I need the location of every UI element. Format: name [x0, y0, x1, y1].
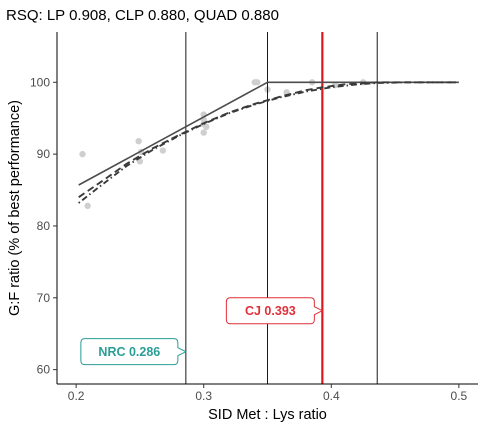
y-tick-label: 90 [37, 147, 51, 161]
y-axis-label: G:F ratio (% of best performance) [7, 100, 23, 316]
data-point [84, 202, 91, 210]
callout-label: CJ 0.393 [245, 304, 296, 318]
data-point [79, 150, 86, 158]
y-tick-label: 60 [37, 363, 51, 377]
x-axis-label: SID Met : Lys ratio [208, 407, 327, 423]
x-tick-label: 0.4 [323, 389, 340, 403]
data-point [135, 137, 142, 145]
y-tick-label: 80 [37, 219, 51, 233]
data-point [254, 79, 261, 86]
y-tick-label: 70 [37, 291, 51, 305]
annotation-callout: CJ 0.393 [225, 297, 324, 325]
annotation-callout: NRC 0.286 [80, 338, 187, 366]
callout-box [225, 297, 324, 325]
data-point [200, 129, 207, 136]
callout-box [80, 338, 187, 366]
y-tick-label: 100 [30, 75, 50, 89]
callout-label: NRC 0.286 [98, 345, 160, 359]
x-tick-label: 0.5 [451, 389, 468, 403]
x-axis-ticks: 0.2 0.3 0.4 0.5 [68, 384, 468, 403]
y-axis-ticks: 60 70 80 90 100 [30, 75, 57, 377]
series-line-dashed [78, 81, 459, 199]
chart-title: RSQ: LP 0.908, CLP 0.880, QUAD 0.880 [6, 7, 279, 24]
series-line-solid [78, 81, 459, 186]
data-point [203, 123, 210, 131]
data-point [159, 147, 167, 154]
x-tick-label: 0.2 [68, 389, 85, 403]
x-tick-label: 0.3 [195, 389, 212, 403]
series-line-dotdash [78, 81, 459, 204]
